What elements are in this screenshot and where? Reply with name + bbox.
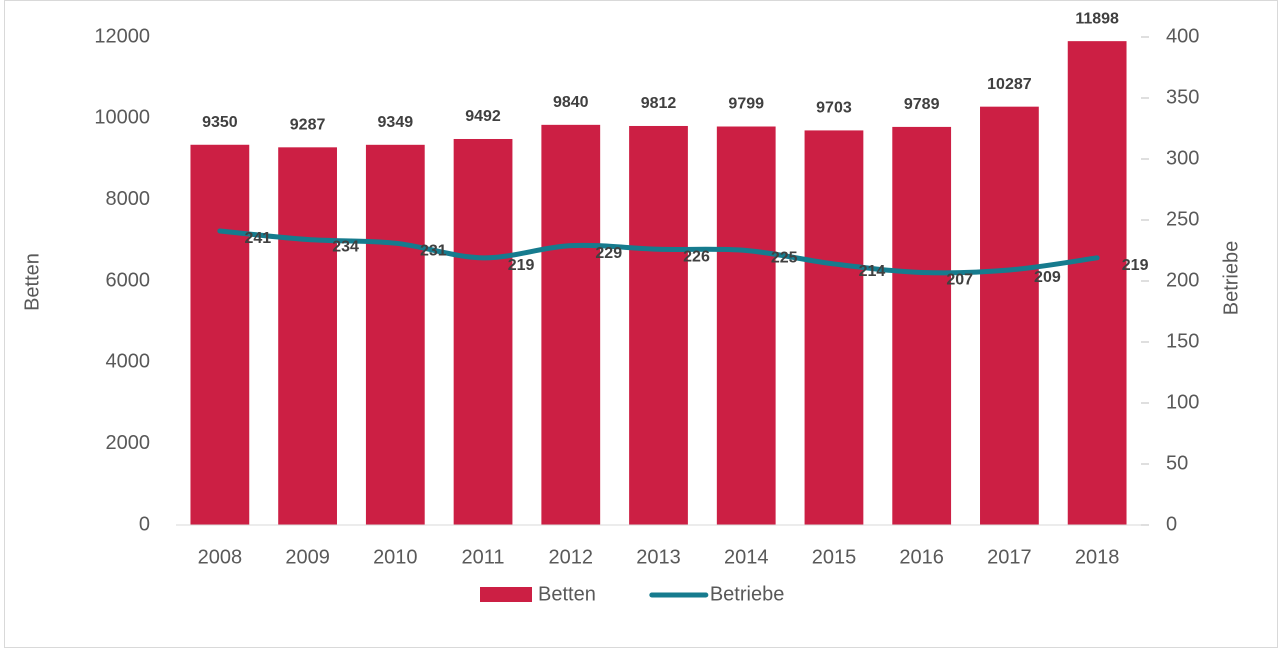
data-label: 229 xyxy=(595,245,622,262)
y2-tick-label: 400 xyxy=(1166,25,1199,47)
x-tick-label: 2011 xyxy=(462,546,505,568)
data-label: 219 xyxy=(1122,257,1149,274)
bar xyxy=(980,106,1039,526)
bar xyxy=(541,124,601,525)
data-label: 11898 xyxy=(1075,10,1119,27)
y2-tick-label: 50 xyxy=(1166,452,1188,474)
data-label: 209 xyxy=(1034,269,1061,286)
data-label: 214 xyxy=(859,263,886,280)
y-tick-label: 2000 xyxy=(106,432,151,454)
y2-tick-label: 300 xyxy=(1166,147,1199,169)
y-tick-label: 4000 xyxy=(106,351,151,373)
data-label: 241 xyxy=(245,230,272,247)
x-tick-label: 2009 xyxy=(285,546,330,568)
data-label: 226 xyxy=(683,248,710,265)
bar xyxy=(365,144,425,526)
data-label: 9812 xyxy=(641,95,677,112)
y2-tick-label: 350 xyxy=(1166,86,1199,108)
y-tick-label: 12000 xyxy=(94,25,150,47)
bar xyxy=(716,126,776,526)
x-tick-label: 2016 xyxy=(899,546,944,568)
bar xyxy=(190,144,250,525)
data-label: 231 xyxy=(420,242,447,259)
y2-tick-label: 100 xyxy=(1166,391,1199,413)
x-tick-label: 2012 xyxy=(549,546,594,568)
x-tick-label: 2013 xyxy=(636,546,681,568)
legend-label: Betriebe xyxy=(710,583,785,605)
data-label: 9350 xyxy=(202,114,238,131)
y2-axis-title: Betriebe xyxy=(1220,241,1242,316)
y2-tick-label: 150 xyxy=(1166,330,1199,352)
bar xyxy=(453,138,513,525)
x-tick-label: 2015 xyxy=(812,546,857,568)
line xyxy=(217,228,1100,276)
y2-tick-label: 250 xyxy=(1166,208,1199,230)
bar xyxy=(804,130,864,526)
data-label: 9703 xyxy=(816,100,852,117)
x-tick-label: 2014 xyxy=(724,546,769,568)
data-label: 225 xyxy=(771,250,798,267)
data-label: 9840 xyxy=(553,94,589,111)
y-tick-label: 0 xyxy=(139,513,150,535)
data-label: 9799 xyxy=(728,96,764,113)
y2-tick-label: 200 xyxy=(1166,269,1199,291)
legend-swatch xyxy=(480,587,532,602)
x-tick-label: 2010 xyxy=(373,546,418,568)
data-label: 10287 xyxy=(987,76,1032,93)
bar xyxy=(892,126,952,525)
y-axis-title: Betten xyxy=(21,253,43,311)
bar xyxy=(1067,41,1127,525)
data-label: 219 xyxy=(508,257,535,274)
bar xyxy=(278,147,337,525)
x-tick-label: 2018 xyxy=(1075,546,1120,568)
y-tick-label: 8000 xyxy=(106,188,151,210)
data-label: 9789 xyxy=(904,96,940,113)
x-tick-label: 2017 xyxy=(987,546,1032,568)
y-tick-label: 6000 xyxy=(106,269,151,291)
data-label: 9349 xyxy=(378,114,414,131)
x-tick-label: 2008 xyxy=(198,546,243,568)
data-label: 207 xyxy=(946,272,973,289)
data-label: 234 xyxy=(332,239,359,256)
y-tick-label: 10000 xyxy=(94,107,150,129)
data-label: 9492 xyxy=(465,108,501,125)
y2-tick-label: 0 xyxy=(1166,513,1177,535)
legend-label: Betten xyxy=(538,583,596,605)
bar xyxy=(629,125,688,525)
data-label: 9287 xyxy=(290,117,326,134)
